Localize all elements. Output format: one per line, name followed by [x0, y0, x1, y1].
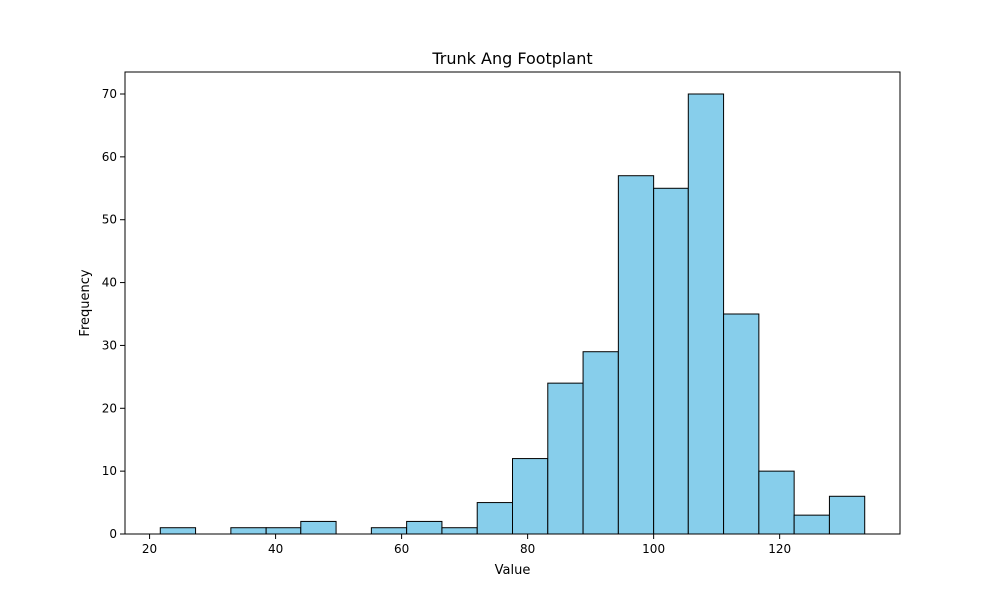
- histogram-bar-3: [265, 527, 302, 535]
- x-tick-label: 100: [642, 542, 665, 556]
- histogram-bar-19: [828, 495, 866, 535]
- y-tick-label: 0: [109, 527, 117, 541]
- histogram-bar-11: [547, 382, 584, 535]
- histogram-bar-4: [300, 520, 337, 535]
- histogram-bar-6: [370, 527, 408, 535]
- x-axis-label: Value: [495, 563, 531, 578]
- histogram-bar-15: [687, 93, 725, 535]
- histogram-bar-12: [582, 351, 619, 535]
- histogram-bar-8: [441, 527, 478, 535]
- histogram-bar-7: [406, 520, 443, 535]
- histogram-bar-17: [758, 470, 795, 535]
- x-tick-label: 60: [394, 542, 409, 556]
- y-tick-label: 50: [102, 213, 117, 227]
- bars-group: [159, 93, 866, 535]
- y-tick-label: 10: [102, 464, 117, 478]
- y-axis-label: Frequency: [78, 269, 93, 336]
- histogram-bar-14: [653, 187, 689, 535]
- y-tick-label: 30: [102, 338, 117, 352]
- histogram-bar-18: [793, 514, 830, 535]
- x-tick-label: 20: [142, 542, 157, 556]
- x-tick-label: 40: [268, 542, 283, 556]
- x-tick-label: 80: [520, 542, 535, 556]
- plot-frame: [124, 71, 901, 535]
- y-tick-label: 70: [102, 87, 117, 101]
- histogram-bar-16: [723, 313, 760, 535]
- x-tick-label: 120: [768, 542, 791, 556]
- y-tick-label: 60: [102, 150, 117, 164]
- histogram-bar-2: [230, 527, 267, 535]
- histogram-bar-0: [159, 527, 197, 535]
- histogram-bar-10: [512, 458, 549, 535]
- y-tick-label: 20: [102, 401, 117, 415]
- y-axis-ticks: 0 10 20 30 40 50 60 70: [102, 87, 125, 541]
- x-axis-ticks: 20 40 60 80 100 120: [142, 534, 791, 556]
- histogram-bar-13: [617, 175, 655, 535]
- histogram-bar-9: [476, 502, 514, 535]
- chart-title: Trunk Ang Footplant: [431, 49, 592, 68]
- y-tick-label: 40: [102, 276, 117, 290]
